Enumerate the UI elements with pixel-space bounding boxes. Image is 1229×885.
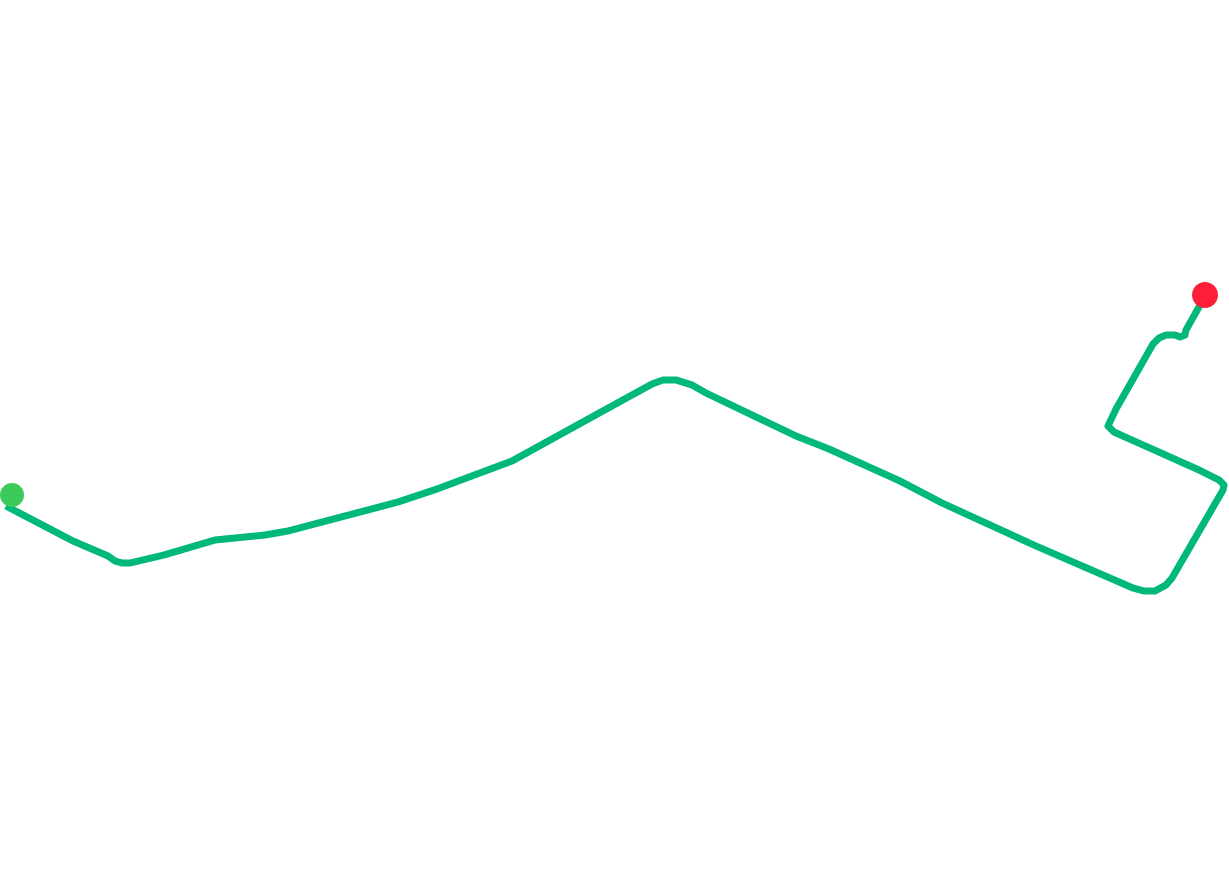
route-line — [4, 296, 1228, 595]
start-point-icon[interactable] — [0, 483, 24, 507]
end-point-icon[interactable] — [1192, 282, 1218, 308]
